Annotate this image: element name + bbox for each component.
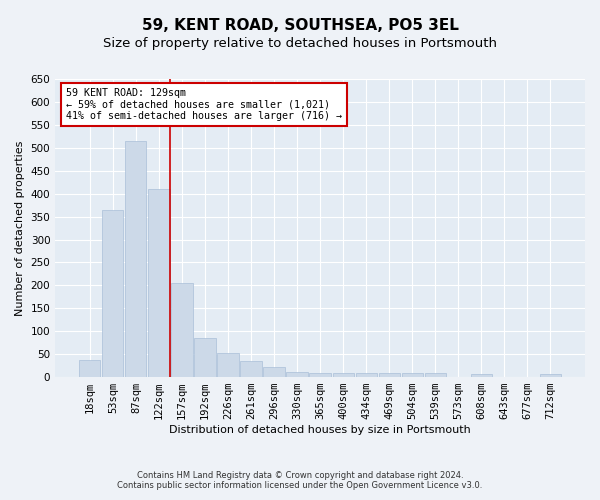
Text: Contains HM Land Registry data © Crown copyright and database right 2024.
Contai: Contains HM Land Registry data © Crown c… bbox=[118, 470, 482, 490]
Bar bbox=[79, 360, 100, 377]
Bar bbox=[379, 374, 400, 377]
Bar bbox=[356, 374, 377, 377]
Bar bbox=[425, 374, 446, 377]
Bar bbox=[194, 338, 215, 377]
Bar bbox=[148, 189, 170, 377]
Bar bbox=[241, 361, 262, 377]
Bar bbox=[470, 374, 492, 377]
Bar bbox=[125, 141, 146, 377]
Bar bbox=[401, 374, 423, 377]
Bar bbox=[310, 374, 331, 377]
Text: 59, KENT ROAD, SOUTHSEA, PO5 3EL: 59, KENT ROAD, SOUTHSEA, PO5 3EL bbox=[142, 18, 458, 32]
Bar bbox=[172, 283, 193, 377]
Bar bbox=[102, 210, 124, 377]
Y-axis label: Number of detached properties: Number of detached properties bbox=[15, 140, 25, 316]
Bar bbox=[217, 353, 239, 377]
Text: 59 KENT ROAD: 129sqm
← 59% of detached houses are smaller (1,021)
41% of semi-de: 59 KENT ROAD: 129sqm ← 59% of detached h… bbox=[66, 88, 342, 121]
Bar bbox=[286, 372, 308, 377]
Bar bbox=[332, 374, 353, 377]
Bar bbox=[540, 374, 561, 377]
X-axis label: Distribution of detached houses by size in Portsmouth: Distribution of detached houses by size … bbox=[169, 425, 471, 435]
Bar bbox=[263, 367, 284, 377]
Text: Size of property relative to detached houses in Portsmouth: Size of property relative to detached ho… bbox=[103, 38, 497, 51]
